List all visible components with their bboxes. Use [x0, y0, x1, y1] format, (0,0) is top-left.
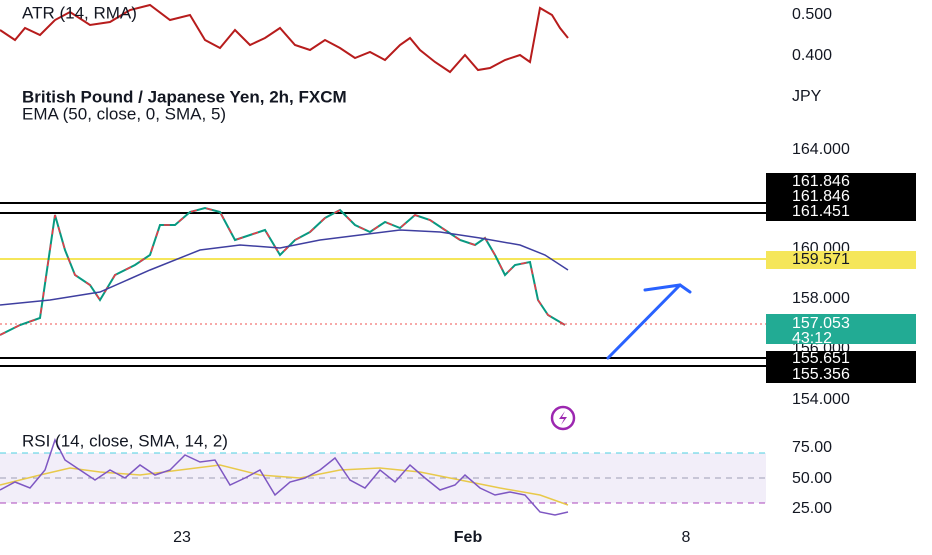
price-axis-label: 164.000 [792, 141, 850, 158]
price-tag [766, 314, 916, 344]
rsi-line [0, 438, 569, 516]
ema-line [0, 229, 569, 306]
price-tag-label: 161.846 [792, 173, 850, 190]
time-axis-label: 8 [682, 529, 691, 546]
price-tag-label: 155.651 [792, 350, 850, 367]
indicator-title: EMA (50, close, 0, SMA, 5) [22, 104, 226, 123]
lightning-glyph [559, 411, 567, 425]
atr-line [0, 3, 569, 74]
rsi-axis-label: 75.00 [792, 439, 832, 456]
price-tag [766, 173, 916, 221]
price-line-down [0, 207, 566, 336]
time-axis-label: 23 [173, 529, 191, 546]
price-axis-label: 158.000 [792, 290, 850, 307]
currency-label: JPY [792, 88, 822, 105]
price-tag-label: 161.451 [792, 203, 850, 220]
rsi-axis-label: 25.00 [792, 500, 832, 517]
price-tag-label: 159.571 [792, 251, 850, 268]
atr-axis-label: 0.400 [792, 47, 832, 64]
countdown-label: 43:12 [792, 330, 832, 347]
price-tag [766, 251, 916, 269]
atr-title: ATR (14, RMA) [22, 3, 137, 22]
time-axis-label: Feb [454, 529, 483, 546]
rsi-ma-line [0, 464, 569, 506]
price-axis-label: 154.000 [792, 391, 850, 408]
atr-axis-label: 0.500 [792, 6, 832, 23]
rsi-axis-label: 50.00 [792, 470, 832, 487]
price-tag [766, 351, 916, 383]
arrow-drawing [606, 283, 692, 360]
rsi-title: RSI (14, close, SMA, 14, 2) [22, 431, 228, 450]
price-tag-label: 157.053 [792, 315, 850, 332]
symbol-title: British Pound / Japanese Yen, 2h, FXCM [22, 87, 347, 106]
lightning-icon[interactable] [550, 405, 576, 431]
price-tag-label: 155.356 [792, 366, 850, 383]
price-tag-label: 161.846 [792, 188, 850, 205]
